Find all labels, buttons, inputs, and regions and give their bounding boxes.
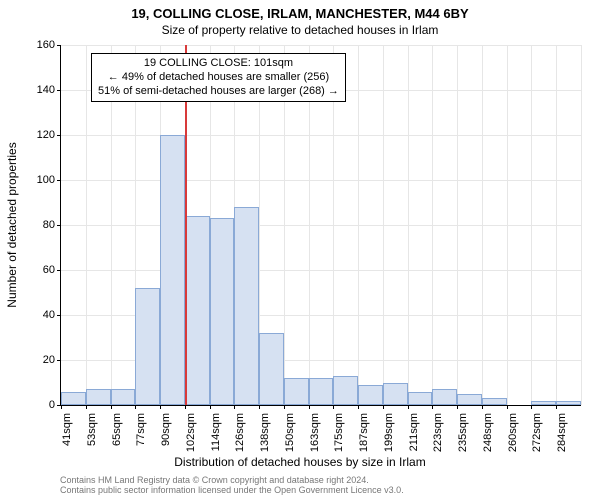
x-tick-mark (210, 405, 211, 409)
x-tick-label: 114sqm (206, 413, 222, 451)
x-axis-label: Distribution of detached houses by size … (0, 455, 600, 469)
bar (210, 218, 235, 405)
x-tick-mark (358, 405, 359, 409)
x-tick-label: 211sqm (404, 413, 420, 451)
grid-line-h (61, 225, 581, 226)
x-tick-label: 175sqm (329, 413, 345, 452)
y-tick-mark (57, 270, 61, 271)
chart-subtitle: Size of property relative to detached ho… (0, 21, 600, 37)
grid-line-v (556, 45, 557, 405)
x-tick-mark (531, 405, 532, 409)
y-tick-mark (57, 225, 61, 226)
y-axis-label: Number of detached properties (5, 142, 19, 307)
x-tick-label: 272sqm (527, 413, 543, 452)
grid-line-v (581, 45, 582, 405)
y-tick-mark (57, 360, 61, 361)
grid-line-v (432, 45, 433, 405)
x-tick-label: 41sqm (57, 413, 73, 446)
x-tick-mark (160, 405, 161, 409)
x-tick-mark (86, 405, 87, 409)
annotation-line1: 19 COLLING CLOSE: 101sqm (98, 57, 339, 71)
grid-line-h (61, 180, 581, 181)
grid-line-h (61, 45, 581, 46)
y-tick-mark (57, 90, 61, 91)
grid-line-h (61, 270, 581, 271)
bar (556, 401, 581, 406)
grid-line-v (531, 45, 532, 405)
x-tick-mark (383, 405, 384, 409)
grid-line-v (86, 45, 87, 405)
bar (383, 383, 408, 406)
annotation-box: 19 COLLING CLOSE: 101sqm ← 49% of detach… (91, 53, 346, 102)
chart-container: 19, COLLING CLOSE, IRLAM, MANCHESTER, M4… (0, 0, 600, 500)
x-tick-mark (111, 405, 112, 409)
x-tick-label: 150sqm (280, 413, 296, 452)
grid-line-v (482, 45, 483, 405)
bar (284, 378, 309, 405)
x-tick-label: 102sqm (181, 413, 197, 452)
annotation-line3: 51% of semi-detached houses are larger (… (98, 85, 339, 99)
x-tick-label: 248sqm (478, 413, 494, 452)
x-tick-label: 284sqm (552, 413, 568, 452)
x-tick-label: 260sqm (503, 413, 519, 452)
x-tick-mark (432, 405, 433, 409)
x-tick-label: 53sqm (82, 413, 98, 446)
footer-line2: Contains public sector information licen… (60, 485, 404, 495)
bar (531, 401, 556, 406)
grid-line-h (61, 135, 581, 136)
grid-line-v (383, 45, 384, 405)
bar (358, 385, 383, 405)
annotation-line2: ← 49% of detached houses are smaller (25… (98, 71, 339, 85)
y-tick-mark (57, 45, 61, 46)
y-tick-mark (57, 180, 61, 181)
bar (160, 135, 185, 405)
x-tick-mark (309, 405, 310, 409)
x-tick-mark (185, 405, 186, 409)
x-tick-label: 163sqm (305, 413, 321, 452)
bar (408, 392, 433, 406)
bar (457, 394, 482, 405)
x-tick-label: 90sqm (156, 413, 172, 446)
x-tick-label: 187sqm (354, 413, 370, 452)
chart-title: 19, COLLING CLOSE, IRLAM, MANCHESTER, M4… (0, 0, 600, 21)
plot-area: 02040608010012014016041sqm53sqm65sqm77sq… (60, 45, 581, 406)
grid-line-v (358, 45, 359, 405)
x-tick-mark (259, 405, 260, 409)
x-tick-mark (234, 405, 235, 409)
grid-line-v (408, 45, 409, 405)
footer: Contains HM Land Registry data © Crown c… (60, 475, 404, 496)
x-tick-mark (408, 405, 409, 409)
x-tick-label: 138sqm (255, 413, 271, 452)
x-tick-mark (61, 405, 62, 409)
footer-line1: Contains HM Land Registry data © Crown c… (60, 475, 404, 485)
bar (185, 216, 210, 405)
x-tick-label: 65sqm (107, 413, 123, 446)
x-tick-label: 223sqm (428, 413, 444, 452)
bar (259, 333, 284, 405)
x-tick-mark (556, 405, 557, 409)
x-tick-mark (507, 405, 508, 409)
y-tick-mark (57, 135, 61, 136)
x-tick-label: 235sqm (453, 413, 469, 452)
x-tick-mark (482, 405, 483, 409)
bar (86, 389, 111, 405)
grid-line-v (507, 45, 508, 405)
grid-line-v (457, 45, 458, 405)
bar (482, 398, 507, 405)
bar (111, 389, 136, 405)
bar (234, 207, 259, 405)
x-tick-mark (457, 405, 458, 409)
x-tick-label: 199sqm (379, 413, 395, 452)
bar (135, 288, 160, 405)
bar (61, 392, 86, 406)
bar (309, 378, 334, 405)
bar (333, 376, 358, 405)
bar (432, 389, 457, 405)
x-tick-mark (284, 405, 285, 409)
x-tick-mark (333, 405, 334, 409)
y-tick-mark (57, 315, 61, 316)
x-tick-label: 126sqm (230, 413, 246, 452)
x-tick-label: 77sqm (131, 413, 147, 446)
x-tick-mark (135, 405, 136, 409)
